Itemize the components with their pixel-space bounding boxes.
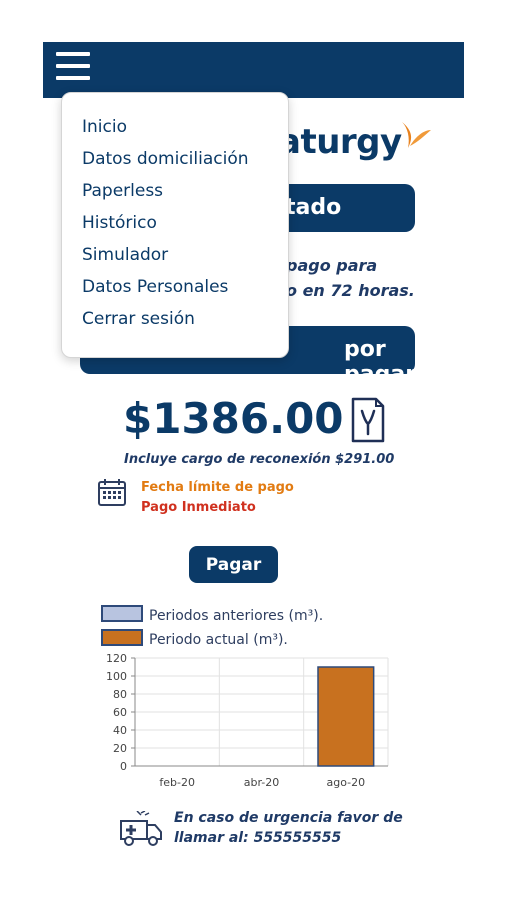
menu-item-historico[interactable]: Histórico [82, 213, 157, 233]
x-tick-label: abr-20 [244, 776, 280, 789]
legend-swatch-previous [101, 605, 143, 622]
y-tick-label: 120 [106, 652, 127, 665]
butterfly-icon [402, 122, 431, 148]
menu-item-simulador[interactable]: Simulador [82, 245, 169, 265]
x-tick-label: feb-20 [159, 776, 195, 789]
receipt-icon[interactable] [350, 396, 386, 444]
info-message: pago para o en 72 horas. [286, 253, 466, 303]
emergency-contact: En caso de urgencia favor de llamar al: … [174, 808, 403, 848]
logo-text: aturgy [278, 122, 402, 162]
due-date-label: Fecha límite de pago [141, 480, 294, 495]
status-label: tado [285, 195, 342, 220]
bar [317, 666, 375, 767]
amount-banner-label: por pagar [344, 337, 417, 387]
dropdown-menu: Inicio Datos domiciliación Paperless His… [61, 92, 289, 358]
emergency-line-2: llamar al: 555555555 [174, 830, 342, 846]
reconnection-fee: Incluye cargo de reconexión $291.00 [124, 452, 395, 467]
consumption-chart: 0 20 40 60 80 100 120 feb-20 abr-20 ago-20 [106, 652, 389, 789]
x-tick-label: ago-20 [327, 776, 366, 789]
y-tick-label: 80 [113, 688, 127, 701]
legend-current: Periodo actual (m³). [101, 629, 288, 648]
legend-previous: Periodos anteriores (m³). [101, 605, 323, 624]
menu-item-cerrar-sesion[interactable]: Cerrar sesión [82, 309, 195, 329]
legend-previous-label: Periodos anteriores (m³). [149, 608, 324, 624]
y-tick-label: 0 [120, 760, 127, 773]
hamburger-icon[interactable] [56, 52, 90, 84]
due-date-value: Pago Inmediato [141, 500, 256, 515]
y-tick-label: 40 [113, 724, 127, 737]
brand-logo: aturgy [278, 118, 438, 168]
calendar-icon [98, 479, 126, 506]
y-tick-label: 20 [113, 742, 127, 755]
info-line-2: o en 72 horas. [286, 281, 415, 300]
app-header [43, 42, 464, 98]
menu-item-inicio[interactable]: Inicio [82, 117, 127, 137]
menu-item-paperless[interactable]: Paperless [82, 181, 164, 201]
emergency-line-1: En caso de urgencia favor de [174, 810, 403, 826]
ambulance-icon [120, 811, 162, 846]
y-tick-label: 60 [113, 706, 127, 719]
info-line-1: pago para [286, 256, 378, 275]
pay-button[interactable]: Pagar [189, 546, 278, 583]
menu-item-datos-personales[interactable]: Datos Personales [82, 277, 229, 297]
y-tick-label: 100 [106, 670, 127, 683]
legend-current-label: Periodo actual (m³). [149, 632, 288, 648]
bill-amount: $1386.00 [123, 394, 344, 443]
menu-item-datos-domiciliacion[interactable]: Datos domiciliación [82, 149, 249, 169]
legend-swatch-current [101, 629, 143, 646]
